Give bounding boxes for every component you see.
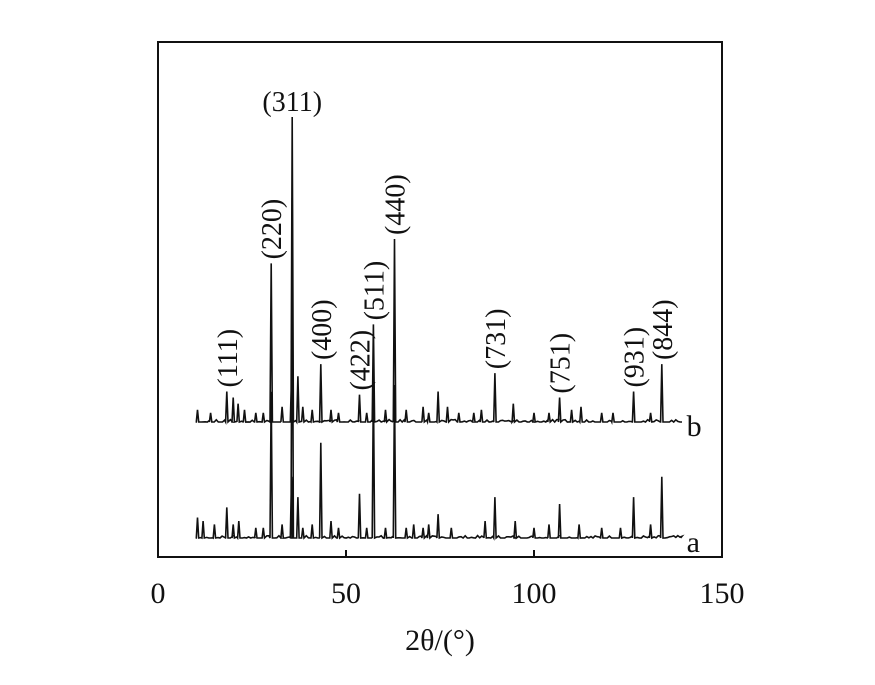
peak-label: (111) <box>213 329 244 388</box>
peak-label: (511) <box>359 261 390 321</box>
peak-label: (731) <box>481 309 512 370</box>
x-axis-label: 2θ/(°) <box>405 624 475 657</box>
peak-label: (931) <box>620 327 651 388</box>
peak-label: (220) <box>257 199 288 260</box>
xrd-trace-b <box>195 116 682 426</box>
peak-label: (400) <box>307 299 338 360</box>
x-tick-label: 50 <box>331 577 361 610</box>
series-label-a: a <box>687 526 700 559</box>
peak-annotations: (311) (111) (220) (400) (422) (511) (440) (731)… <box>213 87 679 394</box>
peak-label: (751) <box>546 333 577 394</box>
peak-label: (440) <box>381 174 412 235</box>
x-tick-label: 0 <box>151 577 166 610</box>
peak-label: (422) <box>346 330 377 391</box>
x-axis: 0 50 100 150 <box>151 550 745 610</box>
plot-frame <box>157 41 723 558</box>
plot-traces: ab <box>195 116 702 559</box>
xrd-trace-a <box>195 197 685 541</box>
peak-label: (311) <box>262 87 322 118</box>
series-label-b: b <box>687 410 702 443</box>
x-tick-label: 150 <box>700 577 745 610</box>
x-tick-label: 100 <box>512 577 557 610</box>
peak-label: (844) <box>648 299 679 360</box>
